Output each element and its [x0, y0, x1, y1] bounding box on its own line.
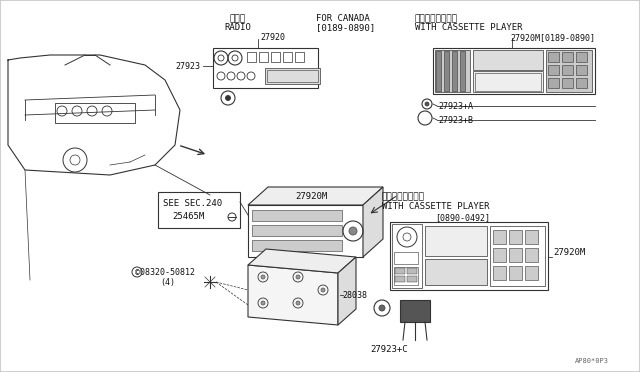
Text: 28038: 28038 — [342, 291, 367, 299]
Bar — [562, 52, 573, 62]
Circle shape — [425, 102, 429, 106]
Bar — [55, 103, 135, 123]
Bar — [158, 192, 240, 228]
Polygon shape — [248, 187, 383, 205]
Bar — [452, 51, 457, 91]
Bar — [490, 226, 545, 286]
Text: RADIO: RADIO — [225, 23, 252, 32]
Text: 27923: 27923 — [175, 61, 200, 71]
Circle shape — [261, 301, 265, 305]
Text: カセット付ラジオ: カセット付ラジオ — [415, 14, 458, 23]
Bar — [473, 50, 543, 70]
Text: 27920M: 27920M — [295, 192, 327, 201]
Bar — [425, 226, 487, 256]
Bar — [435, 50, 470, 92]
Circle shape — [349, 227, 357, 235]
Bar — [509, 248, 522, 262]
Text: WITH CASSETTE PLAYER: WITH CASSETTE PLAYER — [415, 23, 522, 32]
Bar — [548, 78, 559, 88]
Bar — [425, 259, 487, 285]
Bar — [295, 52, 304, 62]
Text: [0890-0492]: [0890-0492] — [435, 213, 490, 222]
Text: AP80*0P3: AP80*0P3 — [575, 358, 609, 364]
Bar — [252, 240, 342, 251]
Bar — [259, 52, 268, 62]
Text: 27923+B: 27923+B — [438, 115, 473, 125]
Text: 27920M[0189-0890]: 27920M[0189-0890] — [510, 33, 595, 42]
Bar — [395, 268, 405, 274]
Bar — [407, 268, 417, 274]
Bar — [525, 230, 538, 244]
Bar — [548, 52, 559, 62]
Text: 27920M: 27920M — [553, 247, 585, 257]
Bar — [444, 51, 449, 91]
Bar — [475, 73, 541, 91]
Bar — [562, 78, 573, 88]
Bar — [394, 252, 418, 264]
Polygon shape — [363, 187, 383, 257]
Text: 27920: 27920 — [260, 33, 285, 42]
Circle shape — [296, 275, 300, 279]
Circle shape — [321, 288, 325, 292]
Text: カセット付ラジオ: カセット付ラジオ — [382, 192, 425, 201]
Bar — [562, 65, 573, 75]
Bar — [525, 248, 538, 262]
Bar — [407, 276, 417, 282]
Text: 27923+A: 27923+A — [438, 102, 473, 110]
Bar — [265, 68, 320, 84]
Bar — [509, 230, 522, 244]
Polygon shape — [338, 257, 356, 325]
Text: WITH CASSETTE PLAYER: WITH CASSETTE PLAYER — [382, 202, 490, 211]
Bar — [433, 48, 595, 94]
Bar — [395, 276, 405, 282]
Bar — [546, 50, 592, 92]
Bar — [576, 78, 587, 88]
Text: 27923+C: 27923+C — [370, 345, 408, 354]
Bar — [248, 205, 363, 257]
Bar — [283, 52, 292, 62]
Bar — [252, 225, 342, 236]
Text: 25465M: 25465M — [172, 212, 204, 221]
Bar — [400, 300, 430, 322]
Text: FOR CANADA: FOR CANADA — [316, 14, 370, 23]
Bar — [252, 210, 342, 221]
Circle shape — [379, 305, 385, 311]
Text: SEE SEC.240: SEE SEC.240 — [163, 199, 222, 208]
Bar — [392, 224, 422, 288]
Text: ラジオ: ラジオ — [230, 14, 246, 23]
Bar — [436, 51, 441, 91]
Bar — [576, 52, 587, 62]
Text: (4): (4) — [160, 278, 175, 287]
Bar — [394, 267, 418, 285]
Polygon shape — [248, 249, 356, 273]
Bar — [576, 65, 587, 75]
Text: [0189-0890]: [0189-0890] — [316, 23, 375, 32]
Circle shape — [296, 301, 300, 305]
Circle shape — [261, 275, 265, 279]
Bar — [525, 266, 538, 280]
Circle shape — [225, 96, 230, 100]
Bar — [509, 266, 522, 280]
Bar — [493, 230, 506, 244]
Bar — [548, 65, 559, 75]
Bar — [473, 71, 543, 92]
Bar — [390, 222, 548, 290]
Bar — [247, 52, 256, 62]
Bar — [213, 48, 318, 88]
Bar — [493, 266, 506, 280]
Bar — [271, 52, 280, 62]
Bar — [267, 70, 318, 82]
Text: ©08320-50812: ©08320-50812 — [135, 268, 195, 277]
Polygon shape — [248, 265, 338, 325]
Bar — [493, 248, 506, 262]
Bar — [460, 51, 465, 91]
